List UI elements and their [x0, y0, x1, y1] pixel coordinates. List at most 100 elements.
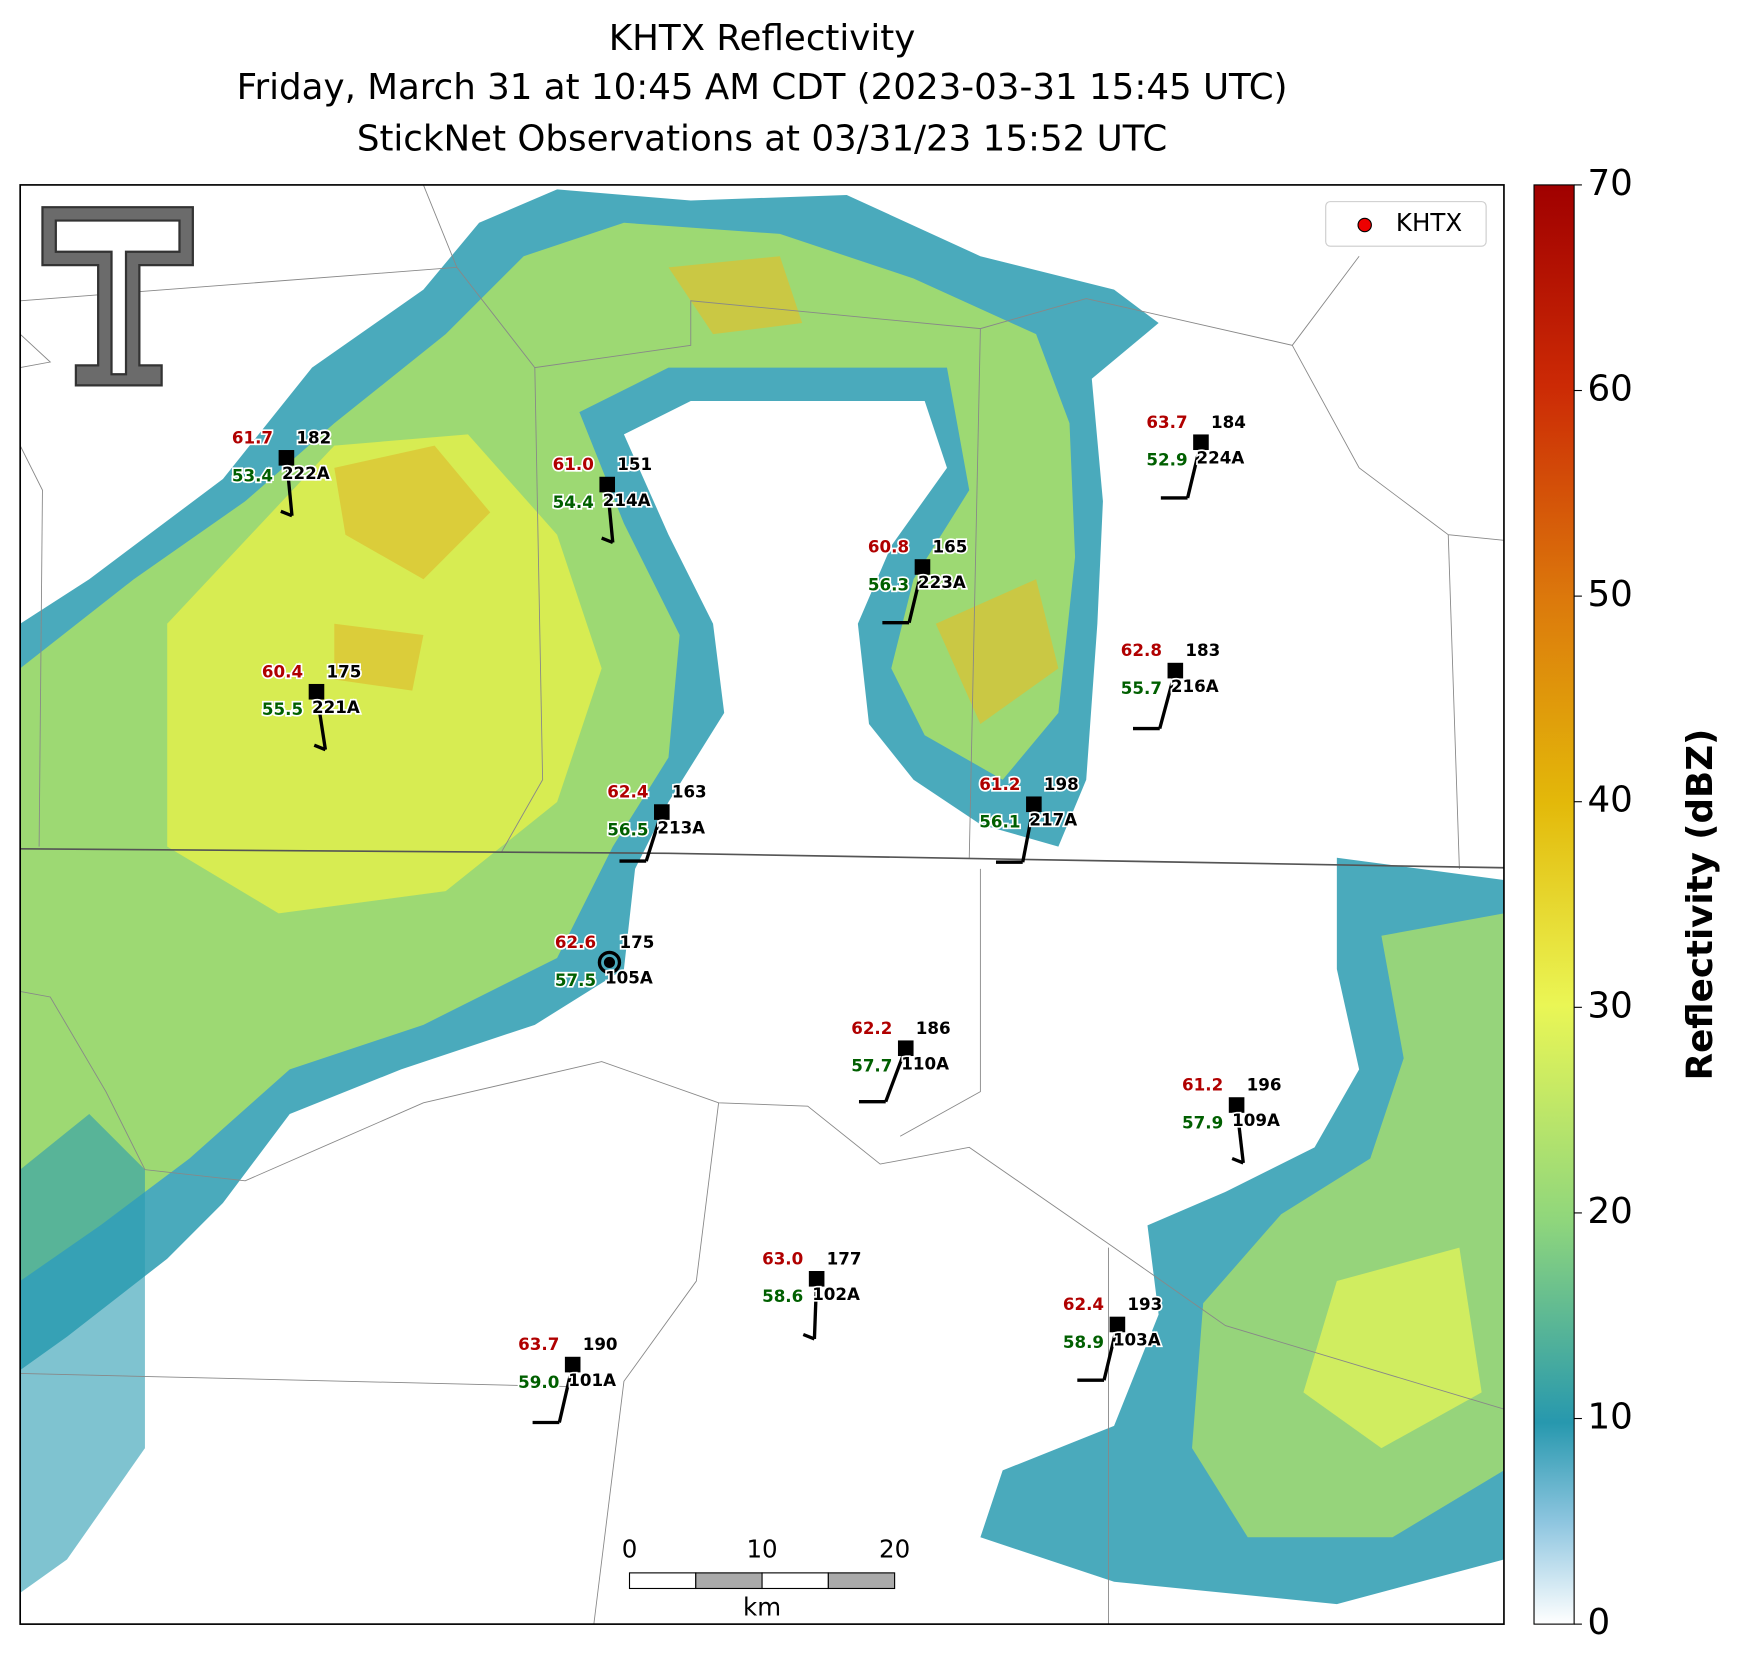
colorbar-tick-label: 20 — [1587, 1191, 1632, 1232]
colorbar-tick-label: 70 — [1587, 163, 1632, 204]
colorbar-label: Reflectivity (dBZ) — [1680, 729, 1721, 1081]
station-dewpoint: 56.5 — [607, 820, 648, 840]
station-id: 102A — [812, 1284, 860, 1304]
station-temp: 63.7 — [1146, 412, 1187, 432]
wind-barb — [1021, 803, 1036, 863]
station-value: 190 — [583, 1334, 618, 1354]
scale-segment — [695, 1572, 763, 1590]
scale-segment — [761, 1572, 829, 1590]
colorbar — [1533, 184, 1575, 1625]
station-marker — [654, 804, 670, 820]
station-id: 105A — [605, 968, 653, 988]
station-temp: 62.6 — [555, 932, 596, 952]
title: StickNet Observations at 03/31/23 15:52 … — [357, 118, 1167, 159]
station-value: 175 — [327, 661, 362, 681]
station-dewpoint: 58.9 — [1063, 1332, 1104, 1352]
station-value: 196 — [1247, 1075, 1282, 1095]
station-temp: 63.7 — [518, 1334, 559, 1354]
station-id: 221A — [312, 697, 360, 717]
station-temp: 62.2 — [851, 1018, 892, 1038]
station-dewpoint: 52.9 — [1146, 450, 1187, 470]
station-marker — [897, 1040, 914, 1057]
station-dewpoint: 57.5 — [555, 970, 596, 990]
station-id: 222A — [282, 463, 330, 483]
radar-echoes — [20, 189, 1504, 1605]
station-marker — [1228, 1097, 1245, 1113]
station-marker — [1167, 662, 1184, 679]
legend-label: KHTX — [1396, 208, 1462, 237]
wind-barb — [605, 484, 615, 543]
station-value: 183 — [1185, 640, 1220, 660]
station-temp: 62.4 — [607, 782, 648, 802]
station-marker — [1109, 1316, 1126, 1333]
station-value: 193 — [1127, 1294, 1162, 1314]
station-value: 165 — [932, 537, 967, 557]
station-dewpoint: 53.4 — [232, 465, 273, 485]
wind-barb — [557, 1364, 575, 1423]
station-marker — [597, 950, 622, 975]
colorbar-tick-label: 60 — [1587, 369, 1632, 410]
title: Friday, March 31 at 10:45 AM CDT (2023-0… — [237, 67, 1288, 108]
wind-barb — [907, 566, 925, 624]
scale-tick-label: 20 — [879, 1535, 910, 1564]
wind-barb — [284, 457, 294, 516]
scale-segment — [628, 1572, 697, 1590]
colorbar-tick-label: 40 — [1587, 780, 1632, 821]
wind-barb — [1102, 1324, 1120, 1381]
wind-barb — [1185, 441, 1203, 499]
wind-barb-flag — [280, 509, 293, 518]
station-id: 213A — [657, 817, 705, 837]
colorbar-tick-label: 10 — [1587, 1397, 1632, 1438]
station-temp: 60.8 — [868, 537, 909, 557]
station-id: 224A — [1196, 447, 1244, 467]
scale-tick-label: 10 — [746, 1535, 777, 1564]
station-value: 177 — [827, 1248, 862, 1268]
station-temp: 63.0 — [762, 1248, 803, 1268]
station-marker — [599, 476, 616, 493]
wind-barb — [1158, 670, 1177, 729]
station-dewpoint: 55.5 — [262, 699, 303, 719]
wind-barb-flag — [313, 743, 327, 752]
station-marker — [564, 1356, 581, 1373]
station-value: 198 — [1044, 774, 1079, 794]
station-temp: 61.2 — [1182, 1075, 1223, 1095]
station-id: 109A — [1232, 1110, 1280, 1130]
colorbar-tick-label: 30 — [1587, 985, 1632, 1026]
station-id: 214A — [603, 490, 651, 510]
wind-barb-flag — [802, 1332, 816, 1341]
legend-box — [1325, 201, 1487, 247]
map-frame — [19, 184, 1505, 1625]
station-temp: 61.7 — [232, 427, 273, 447]
station-marker — [308, 683, 325, 700]
station-dewpoint: 55.7 — [1121, 678, 1162, 698]
station-marker-dot — [603, 956, 616, 969]
station-marker — [1026, 796, 1042, 813]
station-value: 151 — [617, 454, 652, 474]
station-temp: 62.4 — [1063, 1294, 1104, 1314]
station-value: 184 — [1211, 412, 1246, 432]
station-id: 216A — [1171, 676, 1219, 696]
wind-barb — [884, 1047, 908, 1103]
station-dewpoint: 57.7 — [851, 1056, 892, 1076]
station-marker — [1193, 434, 1209, 451]
station-dewpoint: 57.9 — [1182, 1112, 1223, 1132]
scale-segment — [827, 1572, 896, 1590]
station-dewpoint: 56.1 — [979, 812, 1020, 832]
station-marker — [808, 1271, 825, 1287]
station-id: 103A — [1113, 1330, 1161, 1350]
wind-barb — [644, 811, 664, 862]
wind-barb — [812, 1278, 819, 1340]
county-lines — [20, 184, 1504, 1625]
legend-marker — [1357, 217, 1372, 233]
station-dewpoint: 58.6 — [762, 1286, 803, 1306]
station-value: 186 — [916, 1018, 951, 1038]
wind-barb-flag — [601, 536, 614, 545]
station-temp: 61.0 — [553, 454, 594, 474]
colorbar-tick-label: 50 — [1587, 574, 1632, 615]
colorbar-tick-label: 0 — [1587, 1602, 1610, 1643]
station-marker — [278, 450, 295, 466]
station-temp: 62.8 — [1121, 640, 1162, 660]
station-id: 101A — [568, 1370, 616, 1390]
station-temp: 61.2 — [979, 774, 1020, 794]
